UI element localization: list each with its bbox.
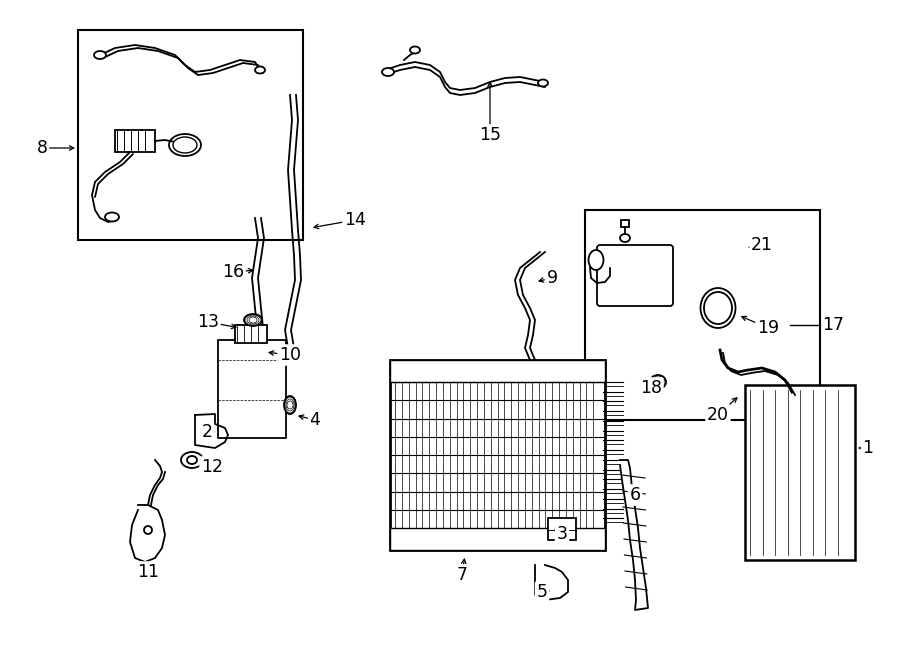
Text: 4: 4 [310,411,320,429]
Text: 18: 18 [640,379,662,397]
Ellipse shape [169,134,201,156]
Text: 16: 16 [222,263,244,281]
Polygon shape [130,505,165,562]
Ellipse shape [286,399,294,411]
Text: 5: 5 [536,583,547,601]
Bar [218,340,286,438]
Ellipse shape [650,375,666,389]
Ellipse shape [620,234,630,242]
Ellipse shape [285,397,295,413]
Ellipse shape [94,51,106,59]
Bar [548,518,576,540]
Polygon shape [535,565,568,600]
Ellipse shape [382,68,394,76]
Text: 19: 19 [757,319,779,337]
Bar [235,325,267,343]
Text: 2: 2 [202,423,212,441]
Bar [115,130,155,152]
Ellipse shape [144,526,152,534]
Text: 3: 3 [556,525,568,543]
Ellipse shape [187,456,197,464]
FancyBboxPatch shape [597,245,673,306]
Ellipse shape [244,314,262,326]
Ellipse shape [247,316,259,324]
Ellipse shape [284,396,296,414]
Ellipse shape [651,376,665,388]
Ellipse shape [589,250,604,270]
Ellipse shape [653,378,663,386]
Text: 7: 7 [456,566,467,584]
Ellipse shape [255,67,265,73]
Bar [78,30,303,240]
Ellipse shape [173,137,197,153]
Text: 12: 12 [201,458,223,476]
Ellipse shape [181,452,203,468]
Ellipse shape [704,292,732,324]
Polygon shape [620,460,648,610]
Ellipse shape [700,288,735,328]
Bar [621,220,629,227]
Text: 1: 1 [862,439,874,457]
Text: 13: 13 [197,313,219,331]
Ellipse shape [245,315,261,325]
Text: 14: 14 [344,211,366,229]
Bar [390,528,605,550]
Ellipse shape [287,401,293,409]
Ellipse shape [538,79,548,87]
Text: 9: 9 [546,269,558,287]
Text: 21: 21 [751,236,773,254]
Text: 20: 20 [707,406,729,424]
Text: 11: 11 [137,563,159,581]
Bar [585,210,820,420]
Text: 6: 6 [629,486,641,504]
Bar [390,360,605,382]
Text: 15: 15 [479,126,501,144]
Bar [390,360,605,550]
Text: 17: 17 [822,316,844,334]
Ellipse shape [533,371,543,379]
Text: 8: 8 [37,139,48,157]
Ellipse shape [410,46,420,54]
Text: 10: 10 [279,346,301,364]
Ellipse shape [249,317,257,323]
Ellipse shape [655,380,661,384]
Ellipse shape [105,212,119,221]
Bar [745,385,855,560]
